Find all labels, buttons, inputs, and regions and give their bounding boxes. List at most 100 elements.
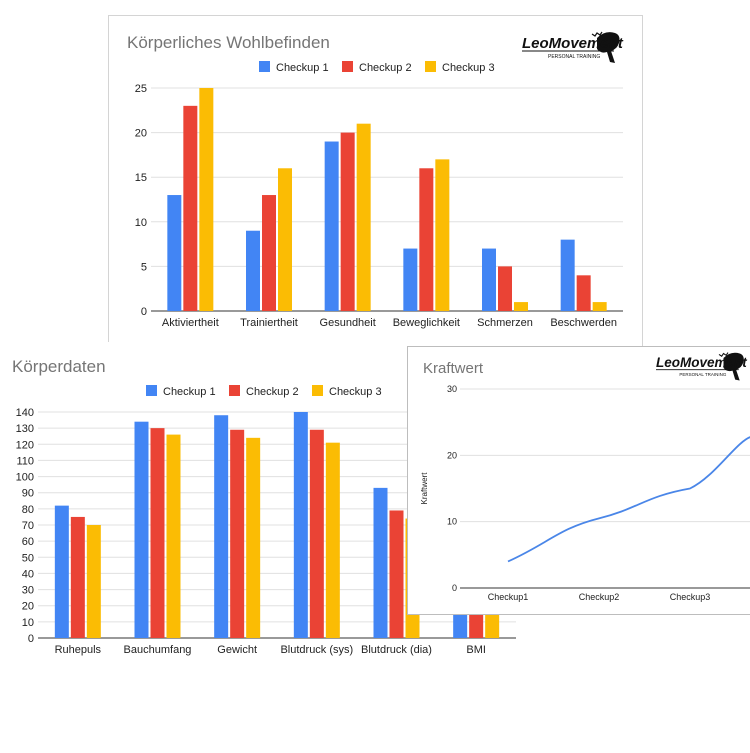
- wohlbefinden-legend-label-1: Checkup 1: [276, 62, 329, 74]
- koerperdaten-ytick-label: 50: [22, 552, 34, 564]
- koerperdaten-ytick-label: 130: [16, 423, 34, 435]
- koerperdaten-bar: [230, 429, 245, 638]
- wohlbefinden-bar: [403, 248, 418, 311]
- koerperdaten-category-label: Blutdruck (dia): [361, 644, 432, 656]
- kraftwert-logo-spark-icon: [718, 352, 729, 357]
- wohlbefinden-bar: [498, 266, 512, 311]
- koerperdaten-ytick-label: 110: [16, 455, 34, 467]
- kraftwert-logo-text: LeoMovement: [656, 355, 747, 370]
- koerperdaten-legend-label-1: Checkup 1: [163, 386, 216, 398]
- koerperdaten-ytick-label: 40: [22, 568, 34, 580]
- kraftwert-ylabel: Kraftwert: [420, 472, 429, 505]
- koerperdaten-ytick-label: 0: [28, 633, 34, 645]
- wohlbefinden-ytick-label: 10: [135, 217, 147, 229]
- koerperdaten-ytick-label: 100: [16, 472, 34, 484]
- wohlbefinden-logo: LeoMovement PERSONAL TRAINING: [522, 31, 624, 63]
- koerperdaten-category-label: Gewicht: [217, 644, 257, 656]
- wohlbefinden-bar: [482, 248, 496, 311]
- kraftwert-line: [507, 436, 750, 563]
- koerperdaten-bar: [86, 525, 101, 638]
- wohlbefinden-legend-swatch-3: [425, 61, 436, 72]
- koerperdaten-legend-swatch-2: [229, 385, 240, 396]
- koerperdaten-bar: [373, 487, 388, 638]
- wohlbefinden-legend-swatch-2: [342, 61, 353, 72]
- wohlbefinden-logo-spark-icon: [591, 31, 603, 37]
- koerperdaten-category-label: BMI: [466, 644, 486, 656]
- wohlbefinden-bar: [246, 230, 260, 311]
- koerperdaten-legend-label-2: Checkup 2: [246, 386, 299, 398]
- wohlbefinden-category-label: Beweglichkeit: [393, 317, 460, 329]
- wohlbefinden-chart-panel: Körperliches Wohlbefinden Checkup 1 Checku…: [108, 15, 643, 347]
- koerperdaten-ytick-label: 30: [22, 585, 34, 597]
- koerperdaten-bar: [389, 510, 404, 638]
- koerperdaten-ytick-label: 60: [22, 536, 34, 548]
- wohlbefinden-bar: [340, 132, 355, 311]
- kraftwert-ytick-label: 10: [447, 517, 457, 527]
- koerperdaten-title: Körperdaten: [12, 357, 106, 376]
- koerperdaten-bar: [70, 516, 85, 638]
- wohlbefinden-logo-subtext: PERSONAL TRAINING: [548, 54, 600, 60]
- wohlbefinden-bar: [514, 302, 528, 311]
- kraftwert-ytick-label: 30: [447, 384, 457, 394]
- kraftwert-logo-figure-icon: [723, 352, 744, 381]
- koerperdaten-bar: [309, 429, 324, 638]
- wohlbefinden-legend-label-2: Checkup 2: [359, 62, 412, 74]
- wohlbefinden-bar: [356, 123, 371, 312]
- koerperdaten-bar: [166, 434, 181, 638]
- wohlbefinden-logo-figure-icon: [597, 32, 620, 63]
- kraftwert-title: Kraftwert: [423, 360, 484, 377]
- wohlbefinden-legend-label-3: Checkup 3: [442, 62, 495, 74]
- wohlbefinden-bar: [167, 195, 182, 311]
- kraftwert-chart-panel: Kraftwert 0 10 20 30 Checkup1 Checkup2 Checkup3…: [407, 346, 750, 615]
- wohlbefinden-category-label: Schmerzen: [477, 317, 533, 329]
- koerperdaten-legend-label-3: Checkup 3: [329, 386, 382, 398]
- koerperdaten-category-label: Ruhepuls: [55, 644, 102, 656]
- wohlbefinden-bar: [560, 239, 575, 311]
- koerperdaten-bar: [293, 412, 308, 638]
- koerperdaten-ytick-label: 90: [22, 488, 34, 500]
- wohlbefinden-ytick-label: 5: [141, 261, 147, 273]
- kraftwert-chart: Kraftwert 0 10 20 30 Checkup1 Checkup2 Checkup3…: [420, 352, 750, 602]
- wohlbefinden-title: Körperliches Wohlbefinden: [127, 33, 330, 52]
- wohlbefinden-bar: [183, 105, 198, 311]
- koerperdaten-ytick-label: 20: [22, 601, 34, 613]
- wohlbefinden-category-label: Gesundheit: [320, 317, 376, 329]
- kraftwert-logo-subtext: PERSONAL TRAINING: [679, 372, 727, 377]
- koerperdaten-bar: [325, 442, 340, 638]
- wohlbefinden-bar: [278, 168, 292, 311]
- wohlbefinden-category-label: Trainiertheit: [240, 317, 298, 329]
- wohlbefinden-bar: [199, 88, 214, 311]
- wohlbefinden-bar: [324, 141, 339, 311]
- koerperdaten-ytick-label: 80: [22, 504, 34, 516]
- kraftwert-xtick-label: Checkup1: [488, 592, 529, 602]
- koerperdaten-legend-swatch-3: [312, 385, 323, 396]
- wohlbefinden-bar: [576, 275, 591, 311]
- koerperdaten-bar: [214, 415, 229, 638]
- koerperdaten-bar: [150, 428, 165, 638]
- koerperdaten-bar: [54, 505, 69, 638]
- wohlbefinden-ytick-label: 20: [135, 128, 147, 140]
- wohlbefinden-bar: [262, 195, 276, 311]
- wohlbefinden-ytick-label: 15: [135, 172, 147, 184]
- koerperdaten-ytick-label: 10: [22, 617, 34, 629]
- wohlbefinden-chart: Körperliches Wohlbefinden Checkup 1 Checku…: [127, 31, 624, 329]
- koerperdaten-legend-swatch-1: [146, 385, 157, 396]
- kraftwert-logo: LeoMovement PERSONAL TRAINING: [656, 352, 747, 381]
- koerperdaten-category-label: Bauchumfang: [124, 644, 192, 656]
- kraftwert-xtick-label: Checkup3: [670, 592, 711, 602]
- koerperdaten-ytick-label: 140: [16, 407, 34, 419]
- wohlbefinden-category-label: Aktiviertheit: [162, 317, 219, 329]
- kraftwert-ytick-label: 0: [452, 583, 457, 593]
- wohlbefinden-bar: [419, 168, 434, 311]
- koerperdaten-bar: [246, 437, 261, 638]
- wohlbefinden-bar: [592, 302, 607, 311]
- koerperdaten-category-label: Blutdruck (sys): [280, 644, 353, 656]
- kraftwert-ytick-label: 20: [447, 450, 457, 460]
- wohlbefinden-ytick-label: 0: [141, 306, 147, 318]
- koerperdaten-ytick-label: 120: [16, 439, 34, 451]
- wohlbefinden-category-label: Beschwerden: [550, 317, 617, 329]
- koerperdaten-bar: [134, 421, 149, 638]
- wohlbefinden-logo-text: LeoMovement: [522, 35, 624, 52]
- wohlbefinden-legend-swatch-1: [259, 61, 270, 72]
- kraftwert-xtick-label: Checkup2: [579, 592, 620, 602]
